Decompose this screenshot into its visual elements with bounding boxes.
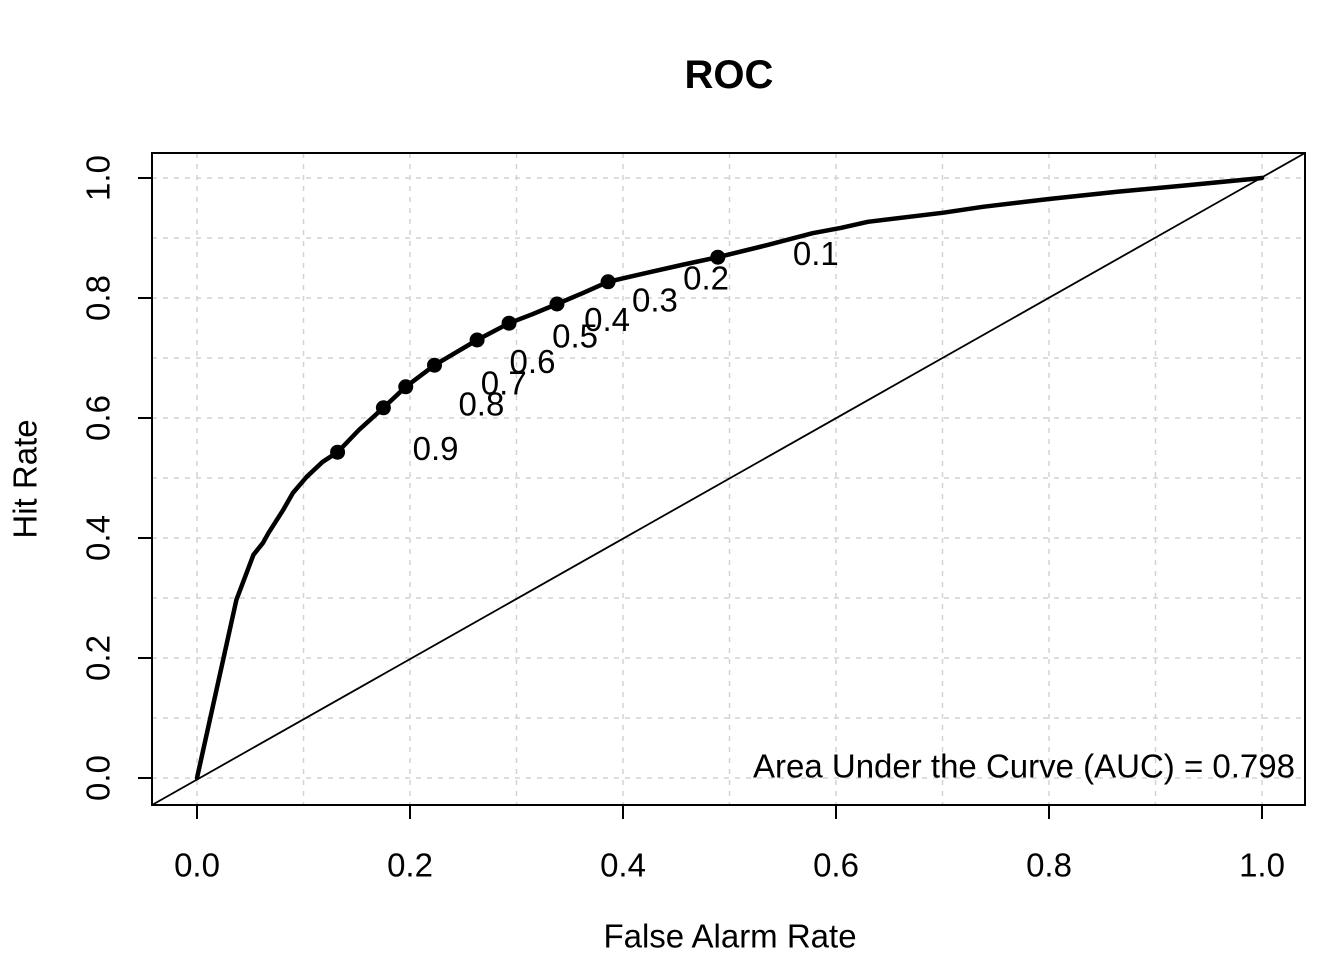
roc-curve-line	[194, 175, 1265, 781]
auc-annotation: Area Under the Curve (AUC) = 0.798	[753, 748, 1295, 785]
threshold-point-label: 0.9	[413, 430, 459, 467]
threshold-point-dot	[398, 379, 414, 395]
threshold-labels: 0.9 0.80.70.60.50.40.30.2 0.1	[413, 235, 839, 467]
y-tick-label: 0.6	[80, 395, 117, 441]
threshold-point-dot	[330, 444, 346, 460]
x-axis-title: False Alarm Rate	[603, 918, 856, 955]
x-tick-label: 0.8	[1026, 847, 1072, 884]
y-axis-title: Hit Rate	[7, 419, 44, 538]
threshold-point-dot	[469, 332, 485, 348]
threshold-point-dot	[549, 296, 565, 312]
y-tick-label: 1.0	[80, 155, 117, 201]
threshold-point-label: 0.4	[584, 301, 630, 338]
threshold-points	[330, 249, 726, 460]
threshold-point-dot	[375, 400, 391, 416]
y-tick-label: 0.0	[80, 755, 117, 801]
chance-diagonal-line	[151, 152, 1306, 806]
threshold-point-dot	[426, 357, 442, 373]
threshold-point-dot	[501, 315, 517, 331]
x-tick-label: 0.2	[387, 847, 433, 884]
threshold-point-label: 0.1	[793, 235, 839, 272]
plot-box	[151, 152, 1306, 806]
threshold-point-dot	[600, 274, 616, 290]
threshold-point-label: 0.2	[683, 259, 729, 296]
chart-title: ROC	[685, 53, 774, 97]
threshold-point-label: 0.5	[552, 318, 598, 355]
threshold-point-label: 0.7	[481, 364, 527, 401]
x-tick-label: 0.4	[600, 847, 646, 884]
y-tick-label: 0.8	[80, 275, 117, 321]
threshold-point-label: 0.3	[632, 282, 678, 319]
y-tick-label: 0.4	[80, 515, 117, 561]
x-tick-label: 0.6	[813, 847, 859, 884]
threshold-point-dot	[710, 249, 726, 265]
axis-ticks: 0.0 0.2 0.4 0.6 0.8 1.00.00.20.40.60.81.0	[80, 155, 1285, 883]
x-tick-label: 0.0	[174, 847, 220, 884]
threshold-point-label: 0.8	[458, 385, 504, 422]
y-tick-label: 0.2	[80, 635, 117, 681]
threshold-point-label: 0.6	[510, 343, 556, 380]
x-tick-label: 1.0	[1239, 847, 1285, 884]
